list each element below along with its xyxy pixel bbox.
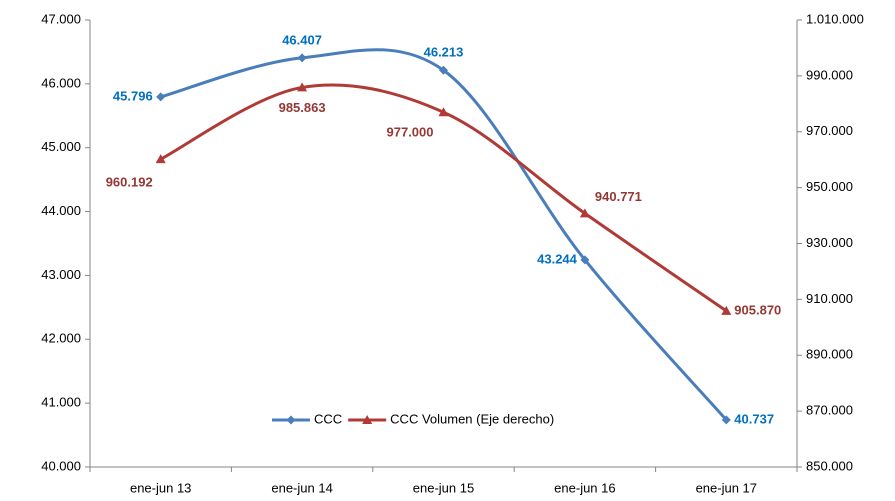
data-label: 43.244 (537, 251, 578, 266)
data-label: 905.870 (734, 302, 781, 317)
y-tick-label: 44.000 (41, 203, 81, 218)
y2-tick-label: 930.000 (806, 235, 853, 250)
y2-tick-label: 970.000 (806, 123, 853, 138)
y-tick-label: 43.000 (41, 267, 81, 282)
marker (579, 208, 590, 218)
marker (156, 92, 166, 102)
x-tick-label: ene-jun 17 (696, 480, 757, 495)
data-label: 985.863 (279, 100, 326, 115)
data-label: 45.796 (113, 88, 153, 103)
y2-tick-label: 1.010.000 (806, 11, 864, 26)
data-label: 46.407 (282, 32, 322, 47)
data-label: 940.771 (595, 189, 642, 204)
marker (286, 415, 296, 425)
y2-tick-label: 890.000 (806, 347, 853, 362)
y-tick-label: 47.000 (41, 11, 81, 26)
y-tick-label: 41.000 (41, 395, 81, 410)
marker (438, 107, 449, 117)
marker (439, 65, 448, 75)
x-tick-label: ene-jun 16 (554, 480, 615, 495)
legend-label: CCC Volumen (Eje derecho) (390, 411, 554, 426)
x-tick-label: ene-jun 14 (271, 480, 332, 495)
marker (155, 154, 166, 164)
series-line (160, 48, 728, 421)
y2-tick-label: 850.000 (806, 458, 853, 473)
y-tick-label: 42.000 (41, 331, 81, 346)
y-tick-label: 40.000 (41, 458, 81, 473)
y-tick-label: 46.000 (41, 75, 81, 90)
x-tick-label: ene-jun 13 (130, 480, 191, 495)
y2-tick-label: 950.000 (806, 179, 853, 194)
data-label: 960.192 (106, 175, 153, 190)
legend-label: CCC (314, 411, 342, 426)
marker (362, 415, 373, 424)
y-tick-label: 45.000 (41, 139, 81, 154)
data-label: 46.213 (424, 45, 464, 60)
marker (580, 255, 590, 265)
data-label: 977.000 (387, 125, 434, 140)
marker (297, 53, 307, 63)
marker (721, 305, 732, 315)
data-label: 40.737 (734, 411, 774, 426)
y2-tick-label: 910.000 (806, 291, 853, 306)
marker (721, 415, 731, 425)
y2-tick-label: 990.000 (806, 67, 853, 82)
marker (297, 82, 308, 92)
x-tick-label: ene-jun 15 (413, 480, 474, 495)
y2-tick-label: 870.000 (806, 403, 853, 418)
